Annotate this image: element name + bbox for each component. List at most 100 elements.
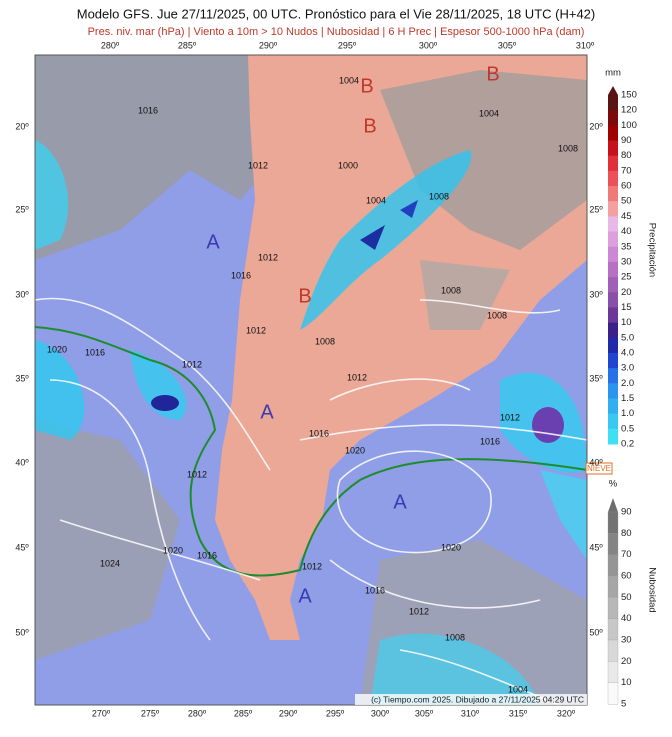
colorbar-label: 30 <box>621 256 632 267</box>
colorbar-swatch <box>607 554 619 577</box>
colorbar-label: 100 <box>621 120 637 131</box>
lat-label: 40º <box>15 457 29 467</box>
isobar-label: 1024 <box>100 558 120 568</box>
colorbar-label: 15 <box>621 302 632 313</box>
colorbar-swatch <box>608 398 618 415</box>
lat-label: 45º <box>15 542 29 552</box>
isobar-label: 1020 <box>441 542 461 552</box>
colorbar-swatch <box>608 216 618 233</box>
colorbar-label: 50 <box>621 196 632 207</box>
colorbar-label: 80 <box>621 150 632 161</box>
lat-label: 20º <box>589 121 603 131</box>
lon-label: 280º <box>188 708 207 718</box>
colorbar-label: 80 <box>621 528 632 539</box>
map <box>35 55 587 705</box>
lon-label: 300º <box>419 40 438 50</box>
lon-label: 280º <box>101 40 120 50</box>
snow-box <box>585 462 613 475</box>
colorbar-swatch <box>607 575 619 598</box>
colorbar-label: 40 <box>621 613 632 624</box>
colorbar-swatch <box>607 597 619 620</box>
colorbar-label: 25 <box>621 272 632 283</box>
colorbar-swatch <box>607 639 619 662</box>
isobar-label: 1008 <box>315 336 335 346</box>
colorbar-swatch <box>608 322 618 339</box>
lon-label: 305º <box>415 708 434 718</box>
colorbar-label: 5.0 <box>621 332 634 343</box>
subtitle: Pres. niv. mar (hPa) | Viento a 10m > 10… <box>88 26 585 38</box>
colorbar-label: 150 <box>621 90 637 101</box>
colorbar-swatch <box>608 140 618 157</box>
colorbar-label: 120 <box>621 105 637 116</box>
colorbar-label: 90 <box>621 135 632 146</box>
isobar-label: 1012 <box>500 412 520 422</box>
lon-label: 270º <box>92 708 111 718</box>
lon-label: 310º <box>576 40 595 50</box>
isobar-label: 1008 <box>441 285 461 295</box>
pressure-center: A <box>206 231 220 253</box>
isobar-label: 1012 <box>248 160 268 170</box>
lat-label: 50º <box>589 627 603 637</box>
lon-label: 310º <box>461 708 480 718</box>
colorbar-swatch <box>608 246 618 263</box>
lat-label: 35º <box>589 373 603 383</box>
isobar-label: 1012 <box>182 359 202 369</box>
pressure-center: B <box>360 75 373 97</box>
isobar-label: 1012 <box>347 372 367 382</box>
colorbar-swatch <box>607 511 619 534</box>
colorbar-swatch <box>608 292 618 308</box>
colorbar-label: 60 <box>621 181 632 192</box>
isobar-label: 1016 <box>365 585 385 595</box>
isobar-label: 1016 <box>197 550 217 560</box>
colorbar-label: 90 <box>621 507 632 518</box>
colorbar-label: 45 <box>621 211 632 222</box>
isobar-label: 1020 <box>163 545 183 555</box>
colorbar-swatch <box>608 277 618 293</box>
colorbar-swatch <box>608 170 618 187</box>
colorbar-label: 4.0 <box>621 347 634 358</box>
colorbar-swatch <box>608 337 618 354</box>
isobar-label: 1008 <box>429 191 449 201</box>
colorbar-swatch <box>607 661 619 684</box>
colorbar-swatch <box>608 307 618 324</box>
isobar-label: 1016 <box>309 428 329 438</box>
colorbar-swatch <box>608 428 618 445</box>
isobar-label: 1004 <box>366 195 386 205</box>
colorbar-swatch <box>608 352 618 369</box>
colorbar-cap <box>608 498 618 512</box>
isobar-label: 1012 <box>187 469 207 479</box>
colorbar-swatch <box>608 201 618 217</box>
isobar-label: 1000 <box>338 160 358 170</box>
lat-label: 20º <box>15 121 29 131</box>
pressure-center: B <box>486 63 499 85</box>
lat-label: 50º <box>15 627 29 637</box>
lon-label: 295º <box>326 708 345 718</box>
lon-label: 305º <box>498 40 517 50</box>
colorbar-label: 60 <box>621 571 632 582</box>
colorbar-label: 1.0 <box>621 408 634 419</box>
colorbar-label: 1.5 <box>621 393 634 404</box>
colorbar-swatch <box>607 682 619 705</box>
lat-label: 40º <box>589 457 603 467</box>
cloud-title: Nubosidad <box>646 567 657 612</box>
snow-label: NIEVE <box>587 464 611 473</box>
title: Modelo GFS. Jue 27/11/2025, 00 UTC. Pron… <box>77 6 595 21</box>
colorbar-label: 35 <box>621 241 632 252</box>
pressure-center: B <box>363 115 376 137</box>
precip-unit: mm <box>605 68 621 79</box>
lat-label: 25º <box>15 204 29 214</box>
colorbar-label: 5 <box>621 699 626 710</box>
isobar-label: 1012 <box>302 561 322 571</box>
isobar-label: 1016 <box>231 270 251 280</box>
colorbar-label: 0.2 <box>621 439 634 450</box>
lon-label: 285º <box>234 708 253 718</box>
isobar-label: 1008 <box>487 310 507 320</box>
colorbar-swatch <box>608 95 618 111</box>
lat-label: 30º <box>15 289 29 299</box>
lat-label: 25º <box>589 204 603 214</box>
colorbar-swatch <box>607 618 619 641</box>
isobar-label: 1016 <box>85 347 105 357</box>
colorbar-label: 40 <box>621 226 632 237</box>
lat-label: 35º <box>15 373 29 383</box>
